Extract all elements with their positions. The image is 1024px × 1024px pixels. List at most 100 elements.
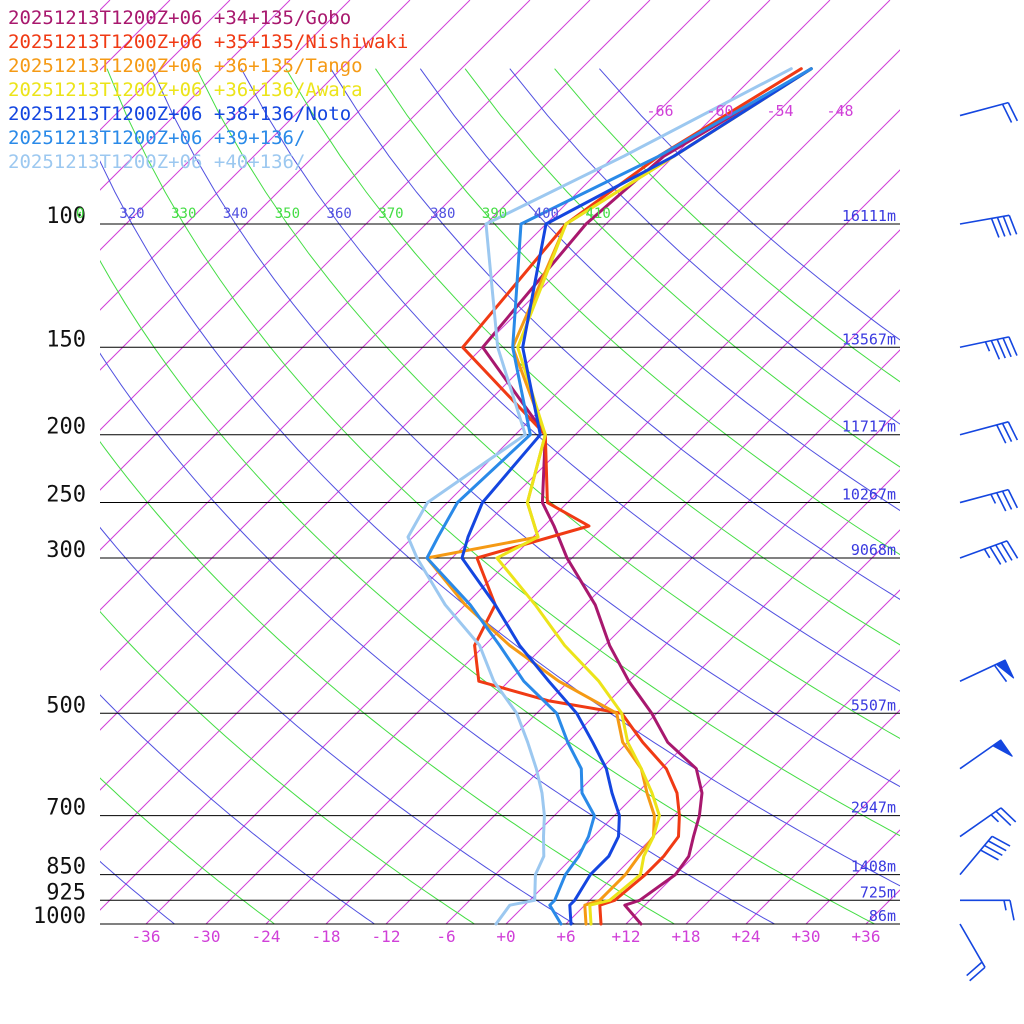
legend-entry: 20251213T1200Z+06 +34+135/Gobo [8,7,351,29]
dry-adiabat-line [100,694,376,924]
dry-adiabat-line [100,259,876,924]
theta-label: 390 [482,206,507,222]
isotherm-line [865,889,900,924]
isotherm-line [100,109,900,911]
pressure-label: 925 [46,880,86,905]
isotherm-line [100,0,891,791]
pressure-label: 500 [46,693,86,718]
barb-flag [1006,540,1019,559]
barb-flag [984,844,1003,856]
height-label: 86m [869,907,896,925]
pressure-label: 1000 [33,904,86,929]
height-label: 10267m [842,486,896,504]
isotherm-label: -54 [766,102,793,120]
temperature-tick-label: +24 [732,927,761,946]
pressure-label: 250 [46,483,86,508]
theta-label: 350 [275,206,300,222]
theta-label: 400 [534,206,559,222]
barb-flag [1000,807,1017,823]
pressure-label: 100 [46,204,86,229]
dry-adiabat-line [100,610,476,924]
barb-half-flag [1003,900,1007,911]
wind-barbs [959,101,1019,982]
isotherm-line [986,0,1024,924]
barb-flag [1007,102,1019,122]
wind-barb [959,540,1019,565]
isotherm-line [505,529,900,924]
barb-staff [959,923,986,968]
barb-pennant [995,659,1015,679]
dry-adiabat-line [151,68,900,788]
dry-adiabat-line [375,68,900,556]
isotherm-line [265,289,900,924]
dry-adiabat-line [100,352,776,924]
isotherm-line [685,709,900,924]
theta-label: 340 [223,206,248,222]
axis-labels: 100 16111m 150 13567m 200 11717m 250 10267m 300 9… [33,102,896,946]
barb-flag [969,966,986,982]
isotherm-label: -66 [646,102,673,120]
isotherm-line [325,349,900,924]
profile-Nishiwaki [461,67,803,926]
temperature-tick-label: -6 [436,927,455,946]
pressure-label: 150 [46,327,86,352]
profile-39+136 [425,67,813,926]
pressure-label: 200 [46,415,86,440]
barb-flag [996,339,1006,359]
height-label: 13567m [842,330,896,348]
barb-flag [995,492,1007,512]
barb-flag [1002,337,1012,358]
temperature-tick-label: +18 [672,927,701,946]
temperature-tick-label: +36 [852,927,881,946]
isotherm-line [625,649,900,924]
legend-entry: 20251213T1200Z+06 +40+136/ [8,151,305,173]
barb-staff [959,807,1002,838]
dry-adiabat-line [100,777,276,924]
height-label: 1408m [851,858,896,876]
legend-entry: 20251213T1200Z+06 +36+135/Tango [8,55,363,77]
wind-barb [959,101,1019,123]
legend-entry: 20251213T1200Z+06 +36+136/Awara [8,79,363,101]
isotherm-lines [100,0,1024,924]
barb-flag [1008,336,1018,356]
dry-adiabat-line [240,68,900,692]
profile-Tango [425,67,813,926]
temperature-tick-label: +30 [792,927,821,946]
barb-flag [1009,900,1015,921]
barb-pennant [991,739,1013,757]
temperature-tick-label: -18 [312,927,341,946]
temperature-tick-label: +12 [612,927,641,946]
barb-staff [959,421,1009,436]
isotherm-line [100,0,651,551]
legend-entry: 20251213T1200Z+06 +39+136/ [8,127,305,149]
height-label: 725m [860,883,896,901]
barb-flag [990,218,1000,238]
pressure-label: 700 [46,796,86,821]
barb-half-flag [990,493,997,504]
barb-staff [959,488,1009,504]
temperature-tick-label: -12 [372,927,401,946]
isotherm-line [205,229,900,924]
isotherm-line [100,0,771,671]
isotherm-line [100,0,411,311]
barb-half-flag [984,341,991,352]
barb-half-flag [990,814,1000,823]
isotherm-line [100,0,711,611]
isotherm-line [385,409,900,924]
legend: 20251213T1200Z+06 +34+135/Gobo 20251213T1… [8,7,408,173]
wind-barb [959,659,1015,683]
wind-barb [959,739,1013,770]
isotherm-line [565,589,900,924]
barb-flag [1001,422,1013,442]
barb-flag [991,835,1011,847]
barb-staff [959,214,1010,225]
barb-flag [1001,490,1013,510]
dry-adiabat-line [100,860,176,924]
barb-flag [1002,216,1012,236]
barb-flag [1001,103,1013,123]
isotherm-line [926,0,1024,924]
temperature-tick-label: -30 [192,927,221,946]
height-label: 16111m [842,207,896,225]
wind-barb [959,899,1015,921]
